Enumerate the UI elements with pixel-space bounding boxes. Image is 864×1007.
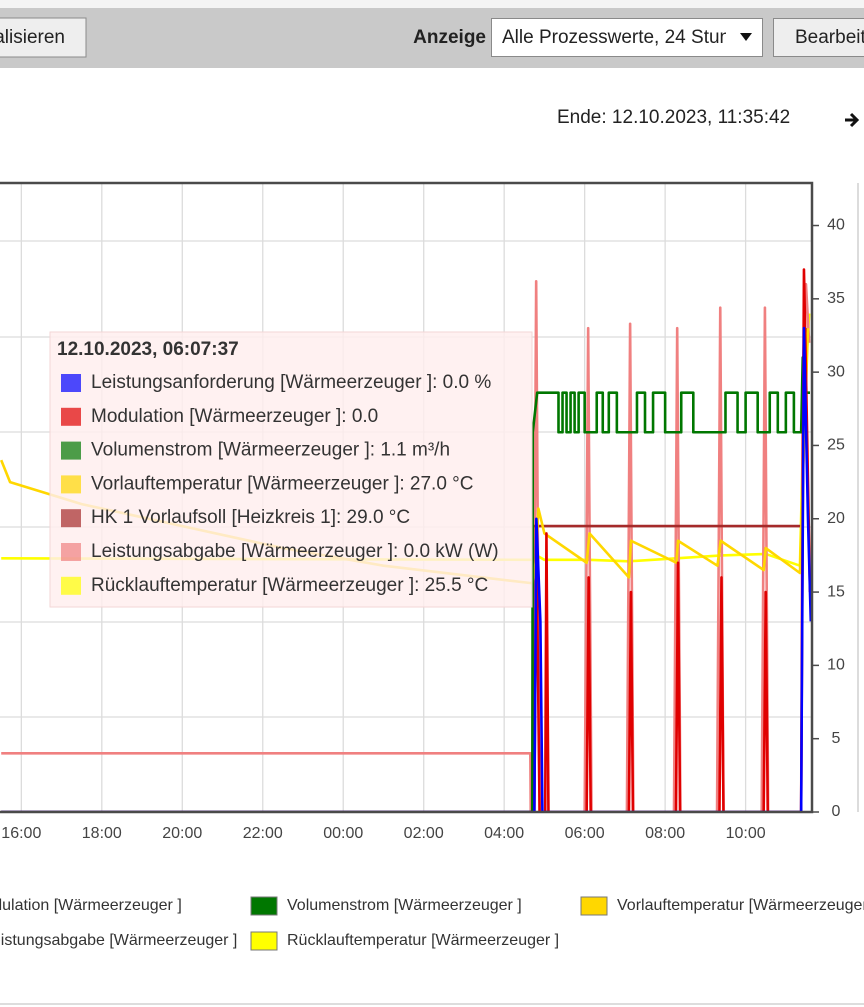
tooltip-line: Volumenstrom [Wärmeerzeuger ]: 1.1 m³/h	[91, 440, 450, 461]
x-tick-label: 00:00	[323, 825, 363, 842]
tooltip-line: Rücklauftemperatur [Wärmeerzeuger ]: 25.…	[91, 575, 488, 596]
y-tick-label: 15	[827, 583, 845, 600]
x-tick-label: 20:00	[162, 825, 202, 842]
axes: 16:00 18:00 20:00 22:00 00:00 02:00 04:00 06:00…	[1, 217, 845, 842]
legend-label: Modulation [Wärmeerzeuger ]	[0, 897, 182, 914]
display-select-value: Alle Prozesswerte, 24 Stunden	[502, 27, 762, 48]
refresh-button[interactable]	[0, 17, 87, 58]
x-tick-label: 10:00	[726, 825, 766, 842]
tooltip-swatch	[61, 509, 81, 528]
next-arrow[interactable]	[845, 112, 860, 128]
tooltip-swatch	[61, 475, 81, 494]
y-tick-label: 35	[827, 290, 845, 307]
display-select[interactable]	[491, 18, 763, 57]
tooltip-line: HK 1 Vorlaufsoll [Heizkreis 1]: 29.0 °C	[91, 507, 410, 528]
legend-label: Vorlauftemperatur [Wärmeerzeuger ]	[617, 897, 864, 914]
tooltip-swatch	[61, 543, 81, 561]
y-tick-label: 0	[832, 803, 841, 820]
y-tick-label: 5	[832, 730, 841, 747]
y-tick-label: 40	[827, 217, 845, 234]
legend-label: Volumenstrom [Wärmeerzeuger ]	[287, 897, 522, 914]
y-tick-label: 25	[827, 437, 845, 454]
display-label: Anzeige	[413, 27, 486, 48]
x-tick-label: 06:00	[565, 825, 605, 842]
tooltip-box	[49, 331, 533, 608]
legend-swatch	[580, 896, 608, 916]
tooltip: 12.10.2023, 06:07:37 Leistungsanforderun…	[49, 331, 533, 608]
toolbar-top	[0, 0, 864, 8]
tooltip-swatch	[61, 407, 81, 426]
legend-label: Rücklauftemperatur [Wärmeerzeuger ]	[287, 932, 559, 949]
refresh-button-label: Aktualisieren	[0, 27, 65, 48]
x-tick-label: 02:00	[404, 825, 444, 842]
x-tick-label: 08:00	[645, 825, 685, 842]
tooltip-line: Leistungsanforderung [Wärmeerzeuger ]: 0…	[91, 372, 491, 393]
plot-frame	[0, 181, 814, 814]
edit-button[interactable]	[773, 18, 864, 57]
x-tick-label: 16:00	[1, 825, 41, 842]
legend-swatch	[250, 896, 278, 916]
tooltip-title: 12.10.2023, 06:07:37	[57, 339, 239, 360]
edit-button-label: Bearbeiten	[795, 27, 864, 48]
y-tick-label: 10	[827, 657, 845, 674]
series-line	[1, 356, 810, 813]
legend: Leistungsanforderung [Wärmeerzeuger ]Mod…	[0, 896, 864, 951]
legend-swatch	[250, 931, 278, 951]
tooltip-swatch	[61, 576, 81, 595]
x-tick-label: 22:00	[243, 825, 283, 842]
y-tick-label: 30	[827, 363, 845, 380]
tooltip-line: Vorlauftemperatur [Wärmeerzeuger ]: 27.0…	[91, 473, 474, 494]
select-arrow	[740, 33, 752, 41]
x-tick-label: 04:00	[484, 825, 524, 842]
x-tick-label: 18:00	[82, 825, 122, 842]
y-tick-label: 20	[827, 510, 845, 527]
tooltip-line: Modulation [Wärmeerzeuger ]: 0.0	[91, 406, 378, 427]
tooltip-swatch	[61, 374, 81, 392]
tooltip-line: Leistungsabgabe [Wärmeerzeuger ]: 0.0 kW…	[91, 541, 499, 562]
tooltip-swatch	[61, 441, 81, 460]
legend-label: Leistungsabgabe [Wärmeerzeuger ]	[0, 932, 237, 949]
end-time: Ende: 12.10.2023, 11:35:42	[557, 107, 790, 128]
